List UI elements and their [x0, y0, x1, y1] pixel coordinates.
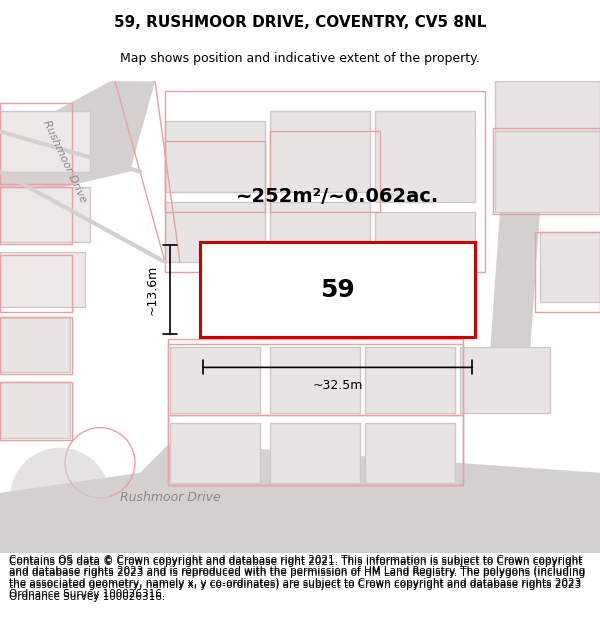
Bar — [493, 129, 600, 214]
Text: 59: 59 — [320, 278, 355, 302]
Bar — [365, 348, 455, 413]
Bar — [270, 111, 370, 192]
Bar — [0, 382, 72, 439]
Text: Contains OS data © Crown copyright and database right 2021. This information is : Contains OS data © Crown copyright and d… — [9, 554, 585, 599]
Bar — [0, 317, 70, 372]
Bar — [0, 111, 90, 172]
Bar — [375, 111, 475, 202]
Bar — [540, 232, 600, 302]
Bar — [0, 255, 72, 312]
Text: Rushmoor Drive: Rushmoor Drive — [41, 119, 89, 204]
Text: 59, RUSHMOOR DRIVE, COVENTRY, CV5 8NL: 59, RUSHMOOR DRIVE, COVENTRY, CV5 8NL — [114, 15, 486, 30]
Bar — [495, 81, 600, 131]
Bar — [0, 187, 72, 244]
Bar — [165, 141, 265, 212]
Bar — [0, 317, 72, 374]
Bar — [495, 131, 600, 212]
Bar — [170, 422, 260, 483]
Bar — [365, 422, 455, 483]
Bar — [0, 252, 85, 307]
Text: Rushmoor Drive: Rushmoor Drive — [119, 491, 220, 504]
Bar — [270, 422, 360, 483]
Bar — [270, 348, 360, 413]
Bar — [165, 91, 485, 272]
Text: Map shows position and indicative extent of the property.: Map shows position and indicative extent… — [120, 52, 480, 65]
Bar — [0, 103, 72, 184]
Bar — [535, 232, 600, 312]
Circle shape — [10, 448, 110, 548]
Bar — [165, 202, 265, 262]
Bar — [270, 202, 370, 272]
Bar — [165, 121, 265, 192]
Polygon shape — [0, 442, 600, 553]
Bar — [0, 382, 70, 438]
Text: ~13.6m: ~13.6m — [146, 264, 158, 315]
Bar — [168, 414, 463, 485]
Bar — [170, 348, 260, 413]
Bar — [200, 242, 475, 338]
Bar — [168, 344, 463, 414]
Bar — [168, 339, 463, 485]
Bar — [460, 348, 550, 413]
Bar — [375, 212, 475, 282]
Text: ~252m²/~0.062ac.: ~252m²/~0.062ac. — [236, 188, 439, 206]
Text: ~32.5m: ~32.5m — [313, 379, 362, 392]
Bar — [0, 187, 90, 242]
Polygon shape — [0, 81, 155, 202]
Polygon shape — [490, 212, 540, 352]
Bar — [270, 131, 380, 212]
Text: Contains OS data © Crown copyright and database right 2021. This information is : Contains OS data © Crown copyright and d… — [9, 557, 585, 601]
